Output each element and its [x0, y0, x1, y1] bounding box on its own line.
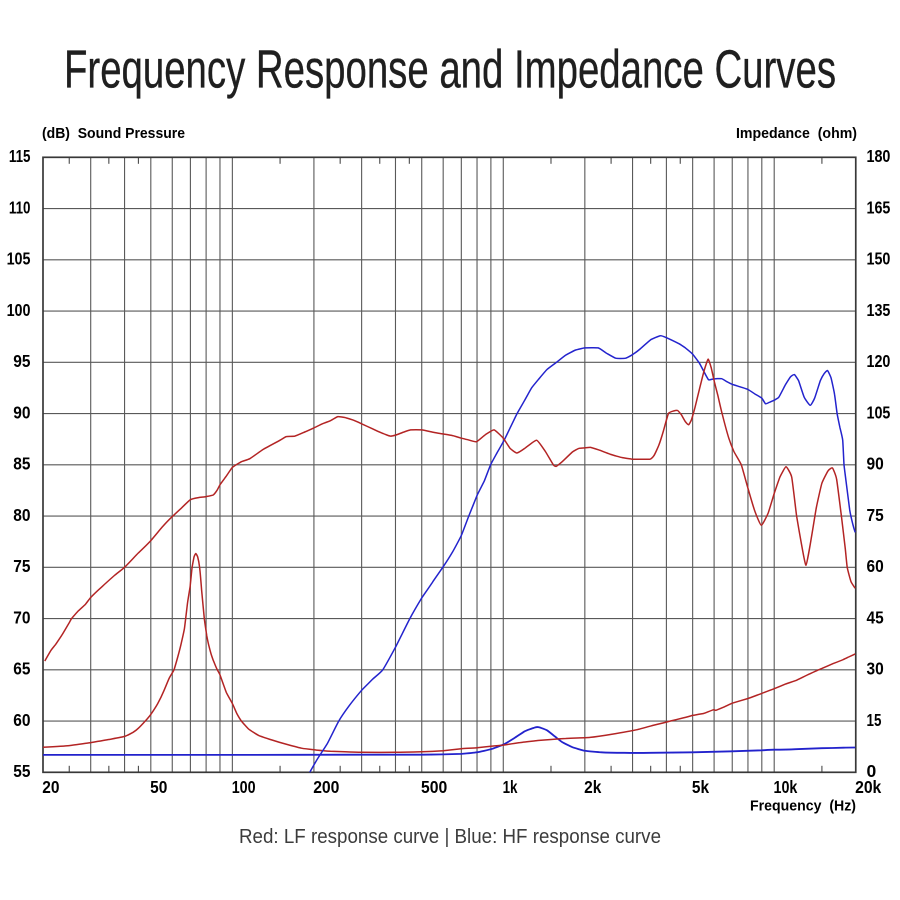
- svg-text:75: 75: [13, 556, 30, 576]
- svg-text:180: 180: [867, 146, 891, 166]
- svg-text:60: 60: [13, 710, 30, 730]
- svg-text:100: 100: [7, 300, 31, 320]
- svg-text:110: 110: [9, 197, 31, 217]
- svg-text:120: 120: [867, 351, 891, 371]
- svg-text:Impedance (ohm): Impedance (ohm): [736, 125, 857, 142]
- svg-text:90: 90: [13, 402, 30, 422]
- svg-text:Frequency (Hz): Frequency (Hz): [750, 798, 856, 815]
- svg-text:45: 45: [867, 607, 884, 627]
- svg-text:105: 105: [867, 402, 891, 422]
- svg-text:Frequency Response and Impedan: Frequency Response and Impedance Curves: [64, 41, 836, 100]
- svg-text:150: 150: [867, 249, 891, 269]
- svg-text:50: 50: [150, 777, 167, 797]
- svg-text:15: 15: [867, 710, 882, 730]
- svg-text:5k: 5k: [692, 777, 709, 797]
- svg-text:90: 90: [867, 454, 884, 474]
- svg-text:105: 105: [7, 249, 31, 269]
- svg-text:60: 60: [867, 556, 884, 576]
- svg-text:Red: LF response curve | Blue:: Red: LF response curve | Blue: HF respon…: [239, 826, 661, 848]
- svg-text:20k: 20k: [855, 777, 881, 797]
- svg-text:1k: 1k: [503, 777, 518, 797]
- svg-text:135: 135: [867, 300, 891, 320]
- svg-text:80: 80: [13, 505, 30, 525]
- svg-text:0: 0: [867, 761, 877, 781]
- svg-text:2k: 2k: [584, 777, 601, 797]
- svg-text:100: 100: [232, 777, 256, 797]
- svg-text:500: 500: [421, 777, 447, 797]
- svg-text:75: 75: [867, 505, 884, 525]
- svg-text:200: 200: [313, 777, 339, 797]
- svg-text:20: 20: [42, 777, 59, 797]
- svg-text:30: 30: [867, 659, 884, 679]
- svg-text:95: 95: [13, 351, 30, 371]
- svg-text:165: 165: [867, 197, 891, 217]
- svg-text:85: 85: [13, 454, 30, 474]
- svg-text:70: 70: [13, 607, 30, 627]
- svg-text:65: 65: [13, 659, 30, 679]
- svg-text:55: 55: [13, 761, 30, 781]
- svg-text:115: 115: [9, 146, 31, 166]
- svg-text:10k: 10k: [774, 777, 798, 797]
- svg-text:(dB) Sound Pressure: (dB) Sound Pressure: [42, 125, 185, 142]
